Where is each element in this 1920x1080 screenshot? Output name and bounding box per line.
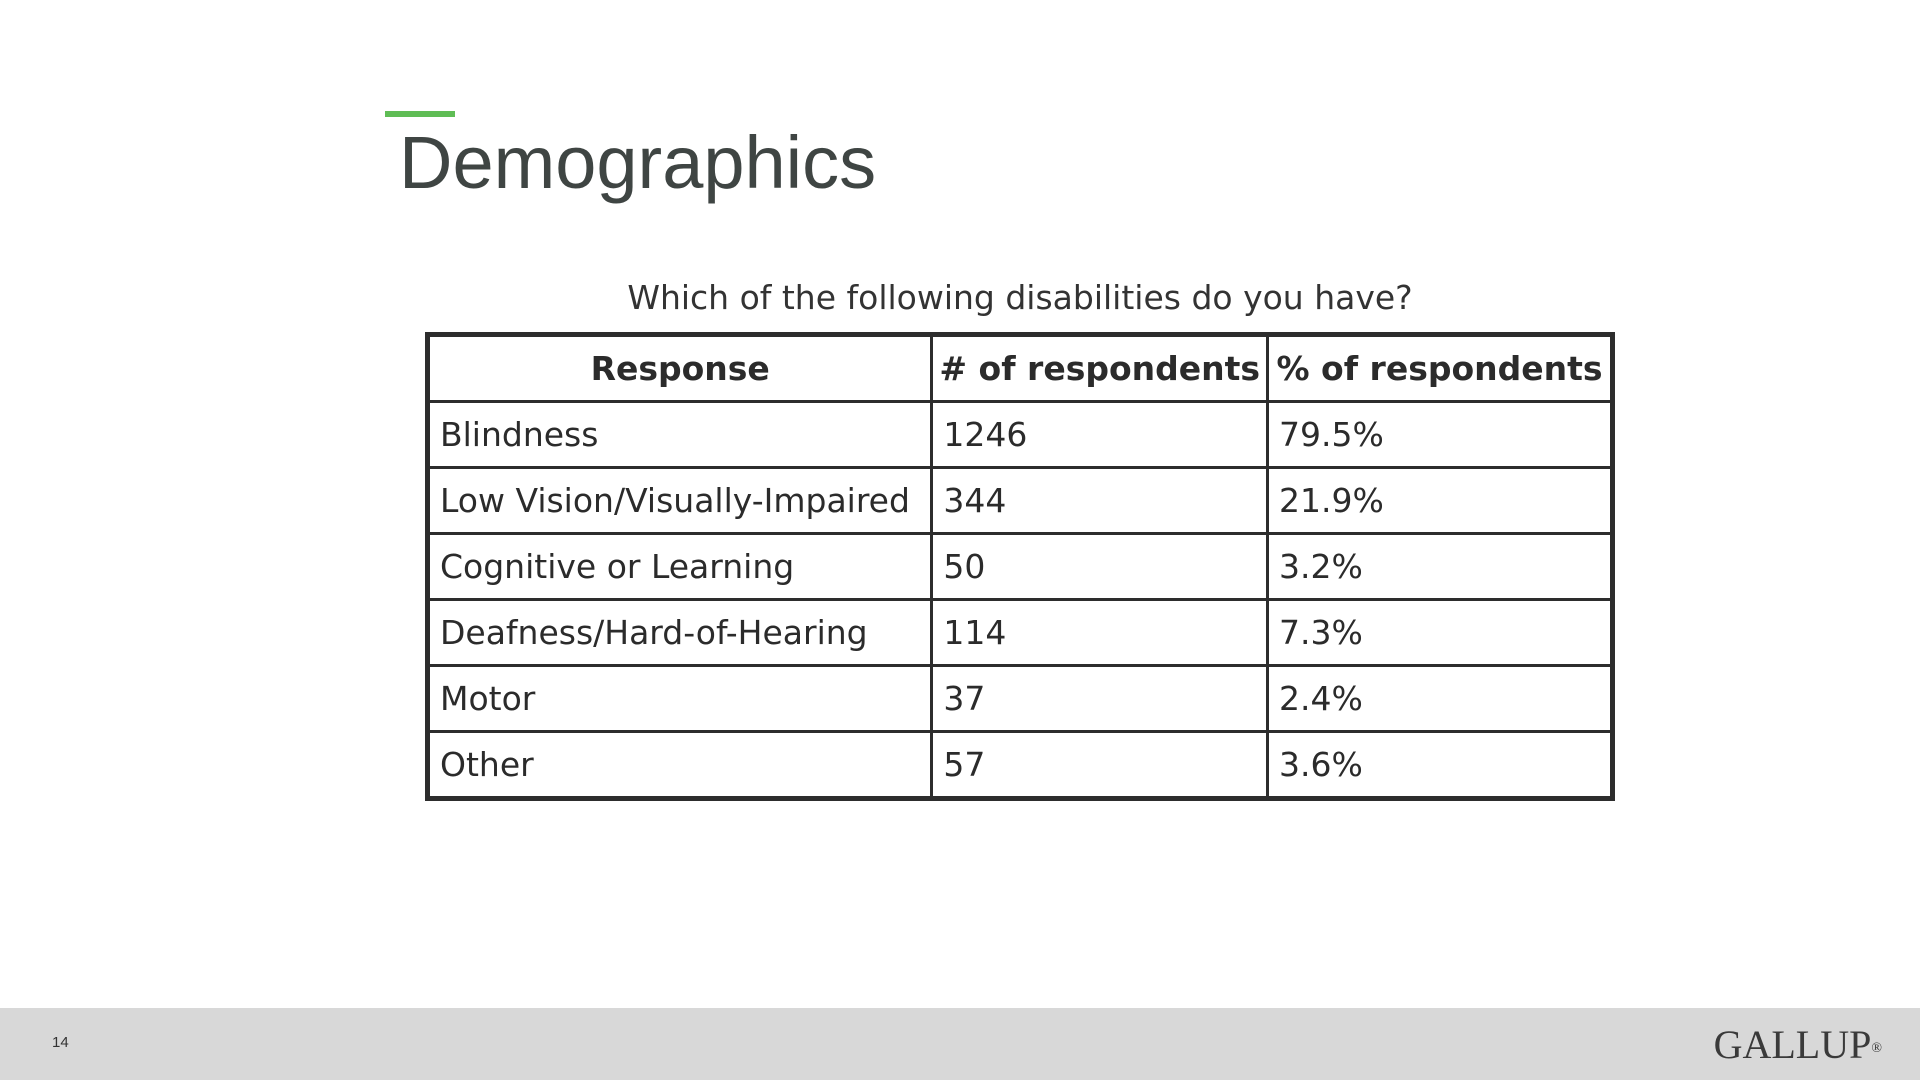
table-row: Deafness/Hard-of-Hearing 114 7.3% [425,598,1614,667]
footer-bar [0,1008,1920,1080]
cell-response: Blindness [425,400,934,469]
cell-response: Low Vision/Visually-Impaired [425,466,934,535]
slide-title: Demographics [399,121,877,204]
cell-percent: 7.3% [1266,598,1614,667]
cell-response: Cognitive or Learning [425,532,934,601]
cell-percent: 2.4% [1266,664,1614,733]
registered-mark: ® [1871,1041,1882,1056]
page-number: 14 [52,1034,69,1051]
header-response: Response [425,333,934,403]
gallup-logo: GALLUP® [1714,1022,1882,1068]
table-header-row: Response # of respondents % of responden… [425,333,1614,403]
brand-wordmark: GALLUP [1713,1022,1872,1067]
cell-count: 37 [930,664,1270,733]
cell-percent: 21.9% [1266,466,1614,535]
cell-percent: 3.2% [1266,532,1614,601]
table-caption: Which of the following disabilities do y… [627,278,1413,317]
cell-count: 114 [930,598,1270,667]
cell-response: Deafness/Hard-of-Hearing [425,598,934,667]
table-row: Low Vision/Visually-Impaired 344 21.9% [425,466,1614,535]
header-percent: % of respondents [1266,333,1614,403]
cell-count: 50 [930,532,1270,601]
cell-percent: 3.6% [1266,730,1614,800]
title-accent-bar [385,111,455,117]
cell-count: 57 [930,730,1270,800]
table-row: Cognitive or Learning 50 3.2% [425,532,1614,601]
table-row: Blindness 1246 79.5% [425,400,1614,469]
disabilities-table: Response # of respondents % of responden… [425,332,1615,801]
cell-count: 1246 [930,400,1270,469]
cell-response: Other [425,730,934,800]
cell-response: Motor [425,664,934,733]
table-row: Motor 37 2.4% [425,664,1614,733]
cell-percent: 79.5% [1266,400,1614,469]
cell-count: 344 [930,466,1270,535]
header-count: # of respondents [930,333,1270,403]
table-row: Other 57 3.6% [425,730,1614,800]
